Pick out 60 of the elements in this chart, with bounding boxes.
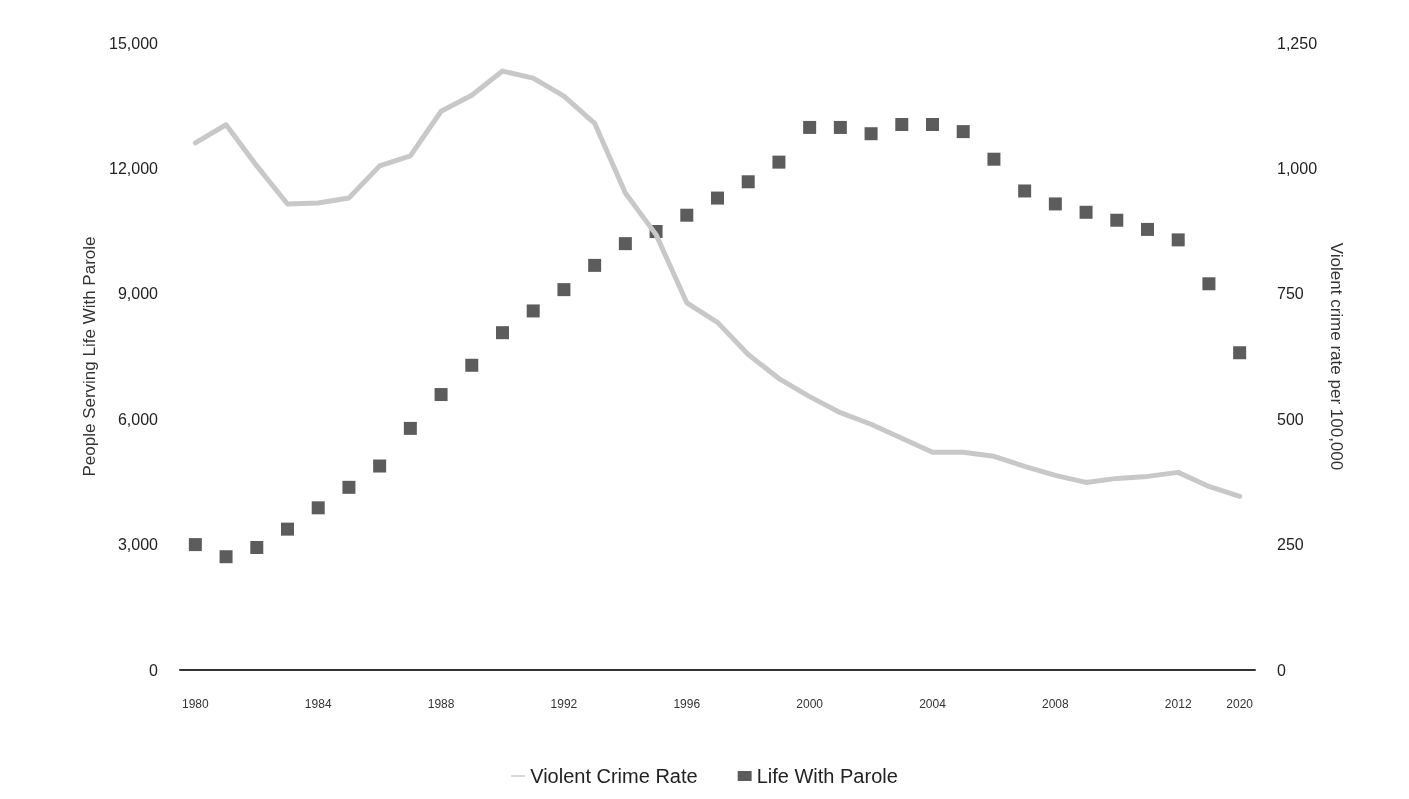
point (188, 538, 202, 552)
point (1018, 184, 1032, 198)
point (557, 283, 571, 297)
y2-tick-label: 1,000 (1277, 159, 1318, 177)
legend-label: Life With Parole (756, 765, 898, 787)
x-tick-label: 2008 (1042, 697, 1070, 711)
point (1110, 213, 1124, 227)
point (373, 459, 387, 473)
point (1202, 277, 1216, 291)
point (281, 522, 294, 536)
x-tick-label: 1988 (427, 697, 455, 711)
point (526, 304, 540, 318)
y2-tick-label: 500 (1277, 410, 1304, 428)
point (895, 118, 909, 132)
point (434, 388, 448, 402)
point (219, 550, 233, 564)
point (403, 421, 417, 435)
y-tick-label: 6,000 (117, 410, 159, 428)
y-tick-label: 12,000 (109, 159, 159, 177)
point (864, 127, 878, 141)
x-tick-label: 1996 (673, 697, 701, 711)
x-tick-label: 2004 (919, 697, 947, 711)
y-axis-title: People Serving Life With Parole (80, 236, 100, 477)
y2-tick-label: 1,250 (1277, 34, 1318, 52)
point (1233, 346, 1247, 360)
y2-tick-label: 750 (1277, 285, 1304, 303)
point (1171, 233, 1185, 247)
point (711, 191, 724, 205)
point (250, 541, 264, 555)
point (588, 258, 602, 272)
y-tick-label: 15,000 (109, 34, 159, 52)
point (803, 120, 817, 134)
y2-tick-label: 0 (1277, 661, 1286, 679)
y-tick-label: 0 (149, 661, 159, 679)
x-tick-label: 2012 (1164, 697, 1192, 711)
point (987, 152, 1001, 166)
point (772, 155, 786, 169)
point (1079, 205, 1093, 219)
point (680, 208, 694, 222)
point (465, 358, 479, 372)
point (311, 501, 325, 515)
point (741, 175, 755, 189)
x-tick-label: 1980 (182, 697, 210, 711)
point (618, 237, 632, 251)
x-tick-label: 2000 (796, 697, 824, 711)
y2-axis-title: Violent crime rate per 100,000 (1326, 242, 1346, 471)
x-tick-label: 2020 (1226, 697, 1254, 711)
x-tick-label: 1984 (304, 697, 332, 711)
point (956, 125, 970, 139)
point (926, 118, 939, 132)
y-tick-label: 9,000 (117, 285, 159, 303)
point (1141, 222, 1154, 236)
point (342, 480, 356, 494)
legend-label: Violent Crime Rate (530, 765, 698, 787)
y2-tick-label: 250 (1277, 536, 1304, 554)
point (1048, 197, 1062, 211)
y-tick-label: 3,000 (117, 536, 159, 554)
x-tick-label: 1992 (550, 697, 578, 711)
point (833, 120, 847, 134)
point (496, 326, 509, 340)
